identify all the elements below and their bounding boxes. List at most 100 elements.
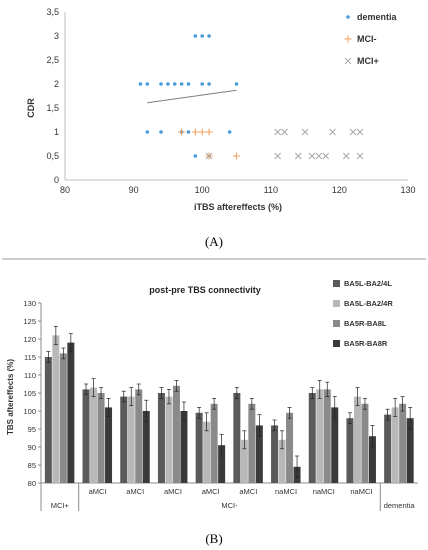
scatter-axes [64, 12, 408, 181]
legend-item: BA5L-BA2/4L [333, 279, 392, 288]
data-point [356, 128, 364, 136]
category-label: aMCI [164, 487, 182, 496]
y-tick-label: 2 [54, 79, 59, 89]
y-tick-label: 95 [28, 425, 36, 434]
bar-legend: BA5L-BA2/4L BA5L-BA2/4R BA5R-BA8L BA5R-BA8R [333, 279, 393, 348]
bars [44, 326, 414, 483]
category-label: naMCI [313, 487, 335, 496]
data-point [172, 82, 177, 86]
data-point [178, 128, 186, 136]
bar [127, 387, 135, 483]
y-tick-label: 85 [28, 461, 36, 470]
category-label: aMCI [89, 487, 107, 496]
data-point [186, 130, 191, 134]
category-labels: aMCI aMCI aMCI aMCI aMCI naMCI naMCI naMCI MCI+ M… [51, 487, 416, 510]
legend-item: BA5L-BA2/4R [333, 299, 393, 308]
data-point [205, 152, 213, 160]
x-tick-label: 100 [195, 185, 210, 195]
data-point [233, 152, 240, 160]
data-point [329, 128, 336, 136]
bar [172, 380, 180, 483]
y-tick-label: 125 [23, 317, 36, 326]
data-point [198, 128, 206, 136]
data-point [274, 128, 282, 136]
data-point [145, 82, 150, 86]
data-point [344, 57, 352, 65]
y-tick-label: 120 [23, 335, 36, 344]
x-tick-label: 110 [264, 185, 278, 195]
data-point [227, 130, 232, 134]
bar [346, 412, 354, 483]
data-point [322, 152, 330, 160]
y-tick-label: 105 [23, 389, 36, 398]
bar [361, 398, 369, 483]
group-label: MCI- [221, 501, 238, 510]
bar [67, 333, 75, 483]
legend-label: MCI+ [357, 56, 379, 66]
data-point [179, 82, 184, 86]
category-label: naMCI [350, 487, 372, 496]
bar [384, 408, 392, 483]
bar [44, 351, 52, 483]
data-point [191, 128, 199, 136]
bar [323, 381, 331, 483]
trend-line [147, 89, 237, 104]
x-tick-label: 80 [60, 185, 70, 195]
bar [180, 401, 188, 483]
data-point [234, 82, 239, 86]
data-point [207, 82, 211, 86]
bar [142, 399, 150, 483]
bar [195, 407, 203, 483]
bar [157, 387, 165, 483]
scatter-legend: dementia MCI- MCI+ [344, 12, 398, 66]
data-point [349, 128, 357, 136]
panel-label-b: (B) [205, 531, 222, 546]
y-tick-label: 100 [23, 407, 36, 416]
data-point [145, 130, 150, 134]
y-tick-label: 115 [24, 353, 36, 362]
bar [52, 326, 60, 483]
bar [316, 380, 324, 483]
y-tick-label: 110 [24, 371, 36, 380]
scatter-points [138, 34, 364, 160]
x-tick-label: 90 [129, 185, 139, 195]
data-point [166, 82, 170, 86]
y-tick-label: 2,5 [46, 55, 59, 65]
bar [308, 387, 316, 483]
data-point [200, 34, 204, 38]
data-point [346, 15, 350, 19]
data-point [200, 82, 204, 86]
bar [82, 383, 90, 483]
x-tick-label: 130 [400, 185, 415, 195]
bar [293, 455, 301, 483]
legend-item: BA5R-BA8L [333, 319, 387, 328]
bar [255, 414, 263, 483]
data-point [294, 152, 302, 160]
y-axis-label: CDR [26, 98, 36, 118]
data-point [159, 82, 163, 86]
data-point [186, 82, 191, 86]
data-point [342, 152, 350, 160]
bar [353, 387, 361, 483]
bar [218, 434, 226, 483]
y-tick-label: 130 [23, 299, 36, 308]
category-label: aMCI [239, 487, 257, 496]
chart-title: post-pre TBS connectivity [149, 285, 261, 295]
y-tick-label: 0 [54, 175, 59, 185]
bar [135, 383, 143, 483]
y-tick-label: 1,5 [46, 103, 59, 113]
legend-label: MCI- [357, 34, 377, 44]
group-label: MCI+ [51, 501, 70, 510]
panel-label-a: (A) [205, 234, 223, 249]
data-point [159, 130, 163, 134]
data-point [193, 34, 198, 38]
bar-ticks: 80 85 90 95 100 105 110 115 120 125 130 [23, 299, 41, 488]
legend-item: MCI- [344, 34, 377, 44]
legend-label: BA5L-BA2/4R [344, 299, 393, 308]
bar [240, 430, 248, 483]
y-tick-label: 3,5 [46, 7, 59, 17]
legend-item: dementia [346, 12, 398, 22]
data-point [138, 82, 143, 86]
bar [331, 396, 339, 483]
data-point [207, 34, 211, 38]
